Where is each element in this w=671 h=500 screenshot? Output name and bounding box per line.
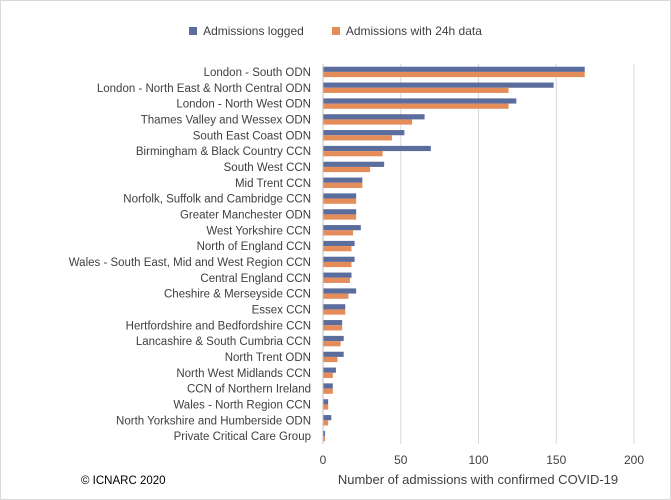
bar-admissions-24h (323, 436, 326, 442)
bar-admissions-24h (323, 309, 346, 315)
bar-admissions-24h (323, 388, 333, 394)
category-label: Central England CCN (200, 273, 311, 285)
bar-admissions-24h (323, 261, 352, 268)
bar-admissions-24h (323, 356, 338, 363)
bar-admissions-24h (323, 325, 343, 331)
category-label: London - North East & North Central ODN (97, 83, 311, 95)
bar-admissions-24h (323, 151, 383, 157)
legend: Admissions logged Admissions with 24h da… (0, 24, 671, 38)
category-label: North of England CCN (197, 241, 311, 253)
bar-admissions-24h (323, 230, 354, 236)
legend-swatch-admissions-24h (331, 27, 340, 35)
bar-admissions-logged (323, 240, 355, 247)
category-label: Wales - South East, Mid and West Region … (69, 257, 311, 269)
legend-label-admissions-logged: Admissions logged (203, 24, 304, 38)
bar-admissions-24h (323, 293, 349, 299)
bar-admissions-24h (323, 198, 357, 204)
bar-admissions-logged (323, 399, 329, 405)
bar-admissions-logged (323, 304, 346, 310)
category-label: South East Coast ODN (193, 130, 311, 142)
category-label: Wales - North Region CCN (173, 399, 311, 411)
x-tick-label-100: 100 (468, 453, 488, 467)
bar-admissions-24h (323, 341, 341, 347)
category-label: Greater Manchester ODN (180, 209, 311, 221)
bar-admissions-logged (323, 161, 385, 167)
bar-admissions-logged (323, 383, 333, 389)
bar-admissions-24h (323, 103, 509, 109)
bar-admissions-logged (323, 430, 326, 437)
bar-admissions-logged (323, 335, 344, 342)
bar-admissions-24h (323, 135, 392, 141)
bar-admissions-24h (323, 166, 371, 173)
bar-admissions-logged (323, 114, 425, 120)
bar-admissions-24h (323, 119, 413, 125)
bar-admissions-24h (323, 182, 363, 188)
category-label: London - South ODN (204, 67, 311, 79)
bar-admissions-logged (323, 351, 344, 357)
bar-admissions-logged (323, 145, 431, 152)
bar-admissions-logged (323, 130, 405, 136)
bar-admissions-24h (323, 420, 329, 426)
category-label: Thames Valley and Wessex ODN (141, 114, 311, 126)
category-label: South West CCN (224, 162, 311, 174)
x-tick-label-150: 150 (546, 453, 566, 467)
bar-admissions-24h (323, 277, 350, 283)
category-label: West Yorkshire CCN (206, 225, 311, 237)
bar-admissions-logged (323, 320, 343, 326)
x-tick-label-50: 50 (394, 453, 408, 467)
bar-admissions-24h (323, 71, 585, 78)
category-label: Mid Trent CCN (235, 178, 311, 190)
bar-admissions-logged (323, 288, 357, 294)
bar-admissions-24h (323, 372, 333, 378)
legend-label-admissions-24h: Admissions with 24h data (345, 24, 482, 38)
bar-admissions-logged (323, 66, 585, 72)
category-label: Norfolk, Suffolk and Cambridge CCN (123, 194, 311, 206)
bar-admissions-logged (323, 209, 357, 215)
x-tick-label-200: 200 (624, 453, 644, 467)
x-tick-label-0: 0 (320, 453, 327, 467)
category-label: Private Critical Care Group (174, 431, 311, 443)
category-label: North Trent ODN (225, 352, 311, 364)
legend-swatch-admissions-logged (189, 27, 198, 35)
legend-item-admissions-logged: Admissions logged (189, 24, 304, 38)
category-label: North Yorkshire and Humberside ODN (116, 415, 311, 427)
category-label: London - North West ODN (176, 99, 311, 111)
bar-admissions-24h (323, 404, 329, 410)
category-label: Lancashire & South Cumbria CCN (136, 336, 311, 348)
bar-admissions-logged (323, 225, 361, 231)
bar-admissions-logged (323, 98, 517, 104)
category-label: Hertfordshire and Bedfordshire CCN (126, 320, 311, 332)
bar-admissions-logged (323, 193, 357, 199)
bar-admissions-logged (323, 82, 554, 88)
bar-admissions-logged (323, 272, 352, 278)
legend-item-admissions-24h: Admissions with 24h data (331, 24, 482, 38)
category-label: Essex CCN (252, 304, 311, 316)
bar-admissions-24h (323, 214, 357, 220)
category-label: North West Midlands CCN (176, 368, 311, 380)
bar-admissions-logged (323, 256, 355, 262)
bar-admissions-logged (323, 367, 336, 373)
bar-admissions-24h (323, 87, 509, 93)
category-label: Birmingham & Black Country CCN (136, 146, 311, 158)
bar-admissions-logged (323, 177, 363, 183)
category-label: CCN of Northern Ireland (187, 384, 311, 396)
bar-admissions-24h (323, 246, 352, 252)
category-label: Cheshire & Merseyside CCN (164, 289, 311, 301)
x-axis-title: Number of admissions with confirmed COVI… (337, 472, 619, 487)
bar-admissions-logged (323, 415, 332, 421)
copyright-notice: © ICNARC 2020 (81, 475, 166, 487)
